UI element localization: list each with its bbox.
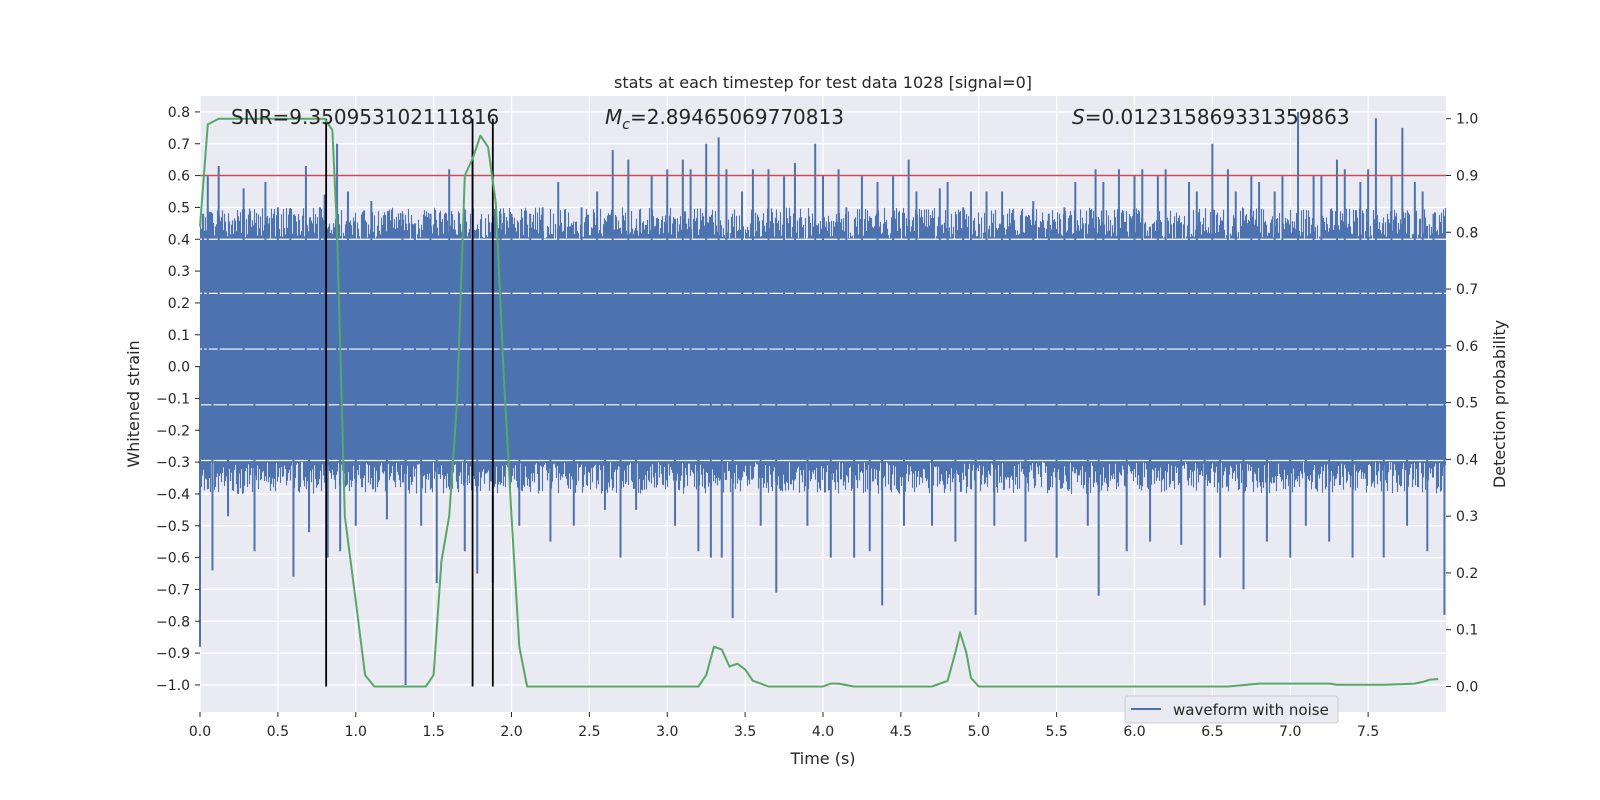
- y2-tick-label: 0.4: [1456, 452, 1478, 468]
- legend: waveform with noise: [1124, 695, 1339, 724]
- y-tick-label: −0.7: [156, 582, 190, 598]
- y2-tick-label: 1.0: [1456, 112, 1478, 128]
- y-tick-label: −0.8: [156, 614, 190, 630]
- y-tick-label: −0.2: [156, 423, 190, 439]
- y-tick-label: 0.1: [168, 328, 190, 344]
- x-tick-label: 2.5: [578, 724, 600, 740]
- x-tick-label: 1.5: [422, 724, 444, 740]
- x-tick-label: 3.5: [734, 724, 756, 740]
- y-tick-label: 0.0: [168, 360, 190, 376]
- waveform-series: [199, 111, 1447, 685]
- score-annotation: S=0.012315869331359863: [1072, 105, 1350, 129]
- x-tick-label: 4.5: [890, 724, 912, 740]
- y2-tick-label: 0.0: [1456, 679, 1478, 695]
- y2-tick-label: 0.5: [1456, 396, 1478, 412]
- y-tick-label: 0.5: [168, 200, 190, 216]
- tick-labels: 0.0 0.5 1.0 1.5 2.0 2.5 3.0 3.5 4.0 4.5 5.0 5.5 6.0 6…: [156, 105, 1478, 740]
- x-axis-label: Time (s): [789, 749, 855, 768]
- x-tick-label: 5.5: [1045, 724, 1067, 740]
- y2-tick-label: 0.8: [1456, 225, 1478, 241]
- y-tick-label: 0.3: [168, 264, 190, 280]
- y2-tick-label: 0.2: [1456, 566, 1478, 582]
- y-tick-label: −0.4: [156, 487, 190, 503]
- chirp-mass-symbol: M: [605, 105, 622, 129]
- x-tick-label: 5.0: [968, 724, 990, 740]
- legend-label: waveform with noise: [1173, 701, 1329, 719]
- y2-tick-label: 0.9: [1456, 168, 1478, 184]
- x-tick-label: 0.5: [267, 724, 289, 740]
- y-tick-label: 0.7: [168, 137, 190, 153]
- score-value: =0.012315869331359863: [1085, 105, 1350, 129]
- y2-tick-label: 0.7: [1456, 282, 1478, 298]
- legend-box: [1124, 695, 1339, 724]
- y-tick-label: 0.8: [168, 105, 190, 121]
- x-tick-label: 0.0: [189, 724, 211, 740]
- x-tick-label: 4.0: [812, 724, 834, 740]
- y-tick-label: −1.0: [156, 678, 190, 694]
- x-tick-label: 6.0: [1123, 724, 1145, 740]
- chirp-mass-annotation: Mc=2.89465069770813: [605, 105, 844, 133]
- x-tick-label: 1.0: [345, 724, 367, 740]
- chirp-mass-subscript: c: [622, 117, 630, 133]
- probability-line: [199, 117, 1439, 688]
- score-symbol: S: [1072, 105, 1085, 129]
- chart-title: stats at each timestep for test data 102…: [614, 73, 1032, 92]
- probability-series: [199, 117, 1439, 688]
- y2-tick-label: 0.6: [1456, 339, 1478, 355]
- x-tick-label: 6.5: [1201, 724, 1223, 740]
- y-tick-label: −0.5: [156, 519, 190, 535]
- x-tick-label: 7.0: [1279, 724, 1301, 740]
- y2-tick-label: 0.1: [1456, 623, 1478, 639]
- y-axis-label: Whitened strain: [124, 340, 143, 467]
- y-tick-label: 0.2: [168, 296, 190, 312]
- y-tick-label: −0.3: [156, 455, 190, 471]
- x-tick-label: 2.0: [500, 724, 522, 740]
- overlay-lines: [200, 118, 1446, 687]
- y-tick-label: 0.4: [168, 232, 190, 248]
- y-tick-label: −0.1: [156, 391, 190, 407]
- y-tick-label: −0.6: [156, 551, 190, 567]
- x-tick-label: 3.0: [656, 724, 678, 740]
- y-tick-label: −0.9: [156, 646, 190, 662]
- y2-axis-label: Detection probability: [1490, 320, 1509, 488]
- chirp-mass-value: =2.89465069770813: [630, 105, 844, 129]
- snr-annotation: SNR=9.350953102111816: [231, 105, 499, 129]
- y-tick-label: 0.6: [168, 169, 190, 185]
- y2-tick-label: 0.3: [1456, 509, 1478, 525]
- x-tick-label: 7.5: [1357, 724, 1379, 740]
